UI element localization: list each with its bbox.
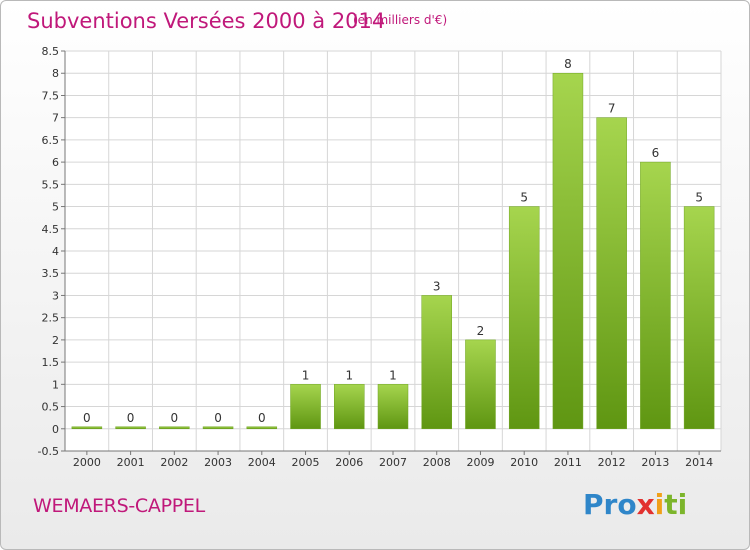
data-label: 5 [695, 191, 703, 205]
x-tick-label: 2003 [204, 456, 232, 469]
unit-note: (en milliers d'€) [353, 13, 448, 27]
bar [640, 161, 671, 430]
data-label: 2 [477, 324, 485, 338]
y-tick-label: 1.5 [42, 356, 60, 369]
x-tick-label: 2002 [160, 456, 188, 469]
x-tick-label: 2005 [292, 456, 320, 469]
bar [596, 117, 627, 430]
y-tick-label: 8.5 [42, 45, 60, 58]
y-tick-label: 4.5 [42, 223, 60, 236]
y-tick-label: 3.5 [42, 267, 60, 280]
y-tick-label: 5 [52, 201, 59, 214]
x-tick-label: 2001 [117, 456, 145, 469]
bar [159, 426, 190, 430]
x-tick-label: 2008 [423, 456, 451, 469]
bar [377, 384, 409, 430]
y-tick-label: 2 [52, 334, 59, 347]
x-tick-label: 2006 [335, 456, 363, 469]
bar [202, 426, 234, 430]
y-tick-label: 0.5 [42, 401, 60, 414]
chart-title: Subventions Versées 2000 à 2014 [27, 9, 386, 33]
data-label: 0 [83, 411, 91, 425]
bar [334, 384, 365, 430]
y-tick-label: 4 [52, 245, 59, 258]
data-label: 0 [127, 411, 135, 425]
y-tick-label: 5.5 [42, 178, 60, 191]
x-tick-label: 2007 [379, 456, 407, 469]
data-label: 1 [345, 368, 353, 382]
data-label: 0 [171, 411, 179, 425]
x-tick-label: 2004 [248, 456, 276, 469]
bar [421, 295, 452, 430]
data-label: 0 [258, 411, 266, 425]
bar [290, 384, 321, 430]
y-tick-label: 6 [52, 156, 59, 169]
y-tick-label: 7.5 [42, 89, 60, 102]
x-tick-label: 2009 [466, 456, 494, 469]
commune-name: WEMAERS-CAPPEL [33, 495, 205, 517]
data-label: 7 [608, 102, 616, 116]
x-tick-label: 2011 [554, 456, 582, 469]
bar [71, 426, 103, 430]
y-tick-label: 7 [52, 112, 59, 125]
x-tick-label: 2000 [73, 456, 101, 469]
x-tick-label: 2010 [510, 456, 538, 469]
y-tick-label: 3 [52, 289, 59, 302]
y-tick-label: -0.5 [38, 445, 59, 458]
data-label: 1 [302, 368, 310, 382]
y-tick-label: 0 [52, 423, 59, 436]
data-label: 5 [520, 191, 528, 205]
data-label: 6 [652, 146, 660, 160]
y-tick-label: 8 [52, 67, 59, 80]
x-tick-label: 2012 [598, 456, 626, 469]
x-tick-label: 2014 [685, 456, 713, 469]
y-tick-label: 1 [52, 378, 59, 391]
x-tick-label: 2013 [641, 456, 669, 469]
bar [115, 426, 146, 430]
data-label: 1 [389, 368, 397, 382]
data-label: 3 [433, 279, 441, 293]
bar [246, 426, 278, 430]
data-label: 0 [214, 411, 222, 425]
bar [465, 339, 496, 430]
bar [508, 206, 540, 430]
proxiti-logo: Proxiti [583, 488, 688, 521]
data-label: 8 [564, 57, 572, 71]
bar [683, 206, 715, 430]
bar [552, 72, 584, 430]
y-tick-label: 2.5 [42, 312, 60, 325]
y-tick-label: 6.5 [42, 134, 60, 147]
